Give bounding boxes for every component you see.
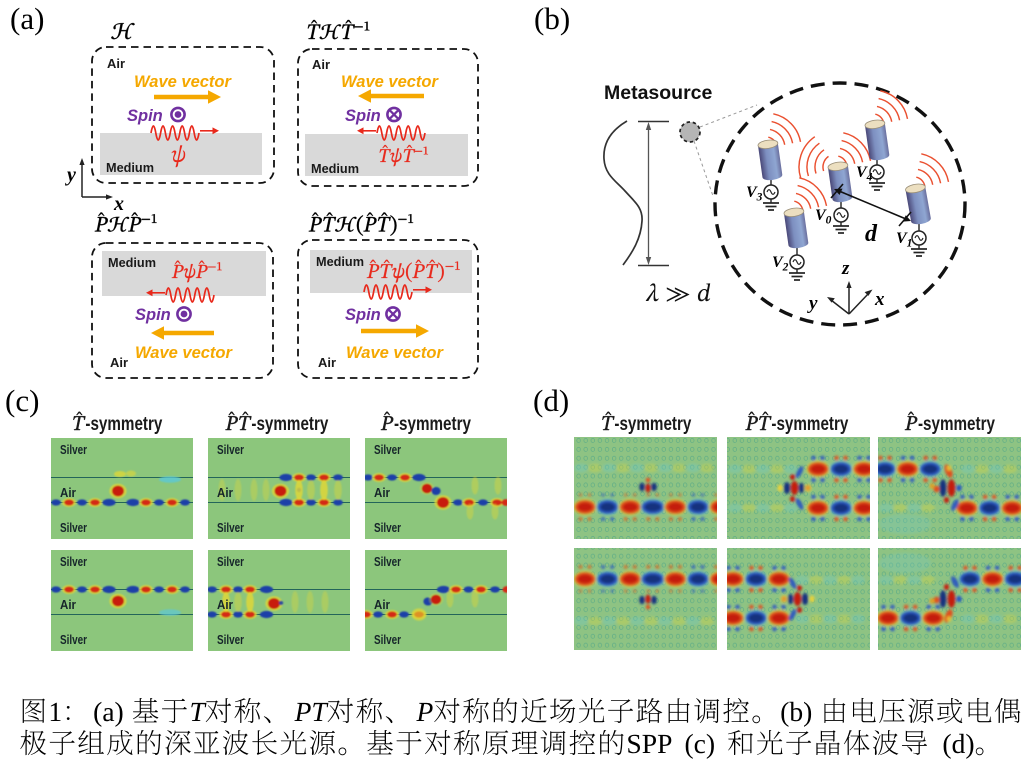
svg-text:y: y <box>65 164 76 186</box>
svg-text:Air: Air <box>217 597 233 612</box>
svg-text:Silver: Silver <box>374 632 401 647</box>
svg-text:-symmetry: -symmetry <box>251 414 328 435</box>
svg-text:Silver: Silver <box>60 442 87 457</box>
svg-text:V4: V4 <box>856 164 873 184</box>
svg-text:Medium: Medium <box>108 255 156 270</box>
svg-text:Silver: Silver <box>217 520 244 535</box>
svg-text:V0: V0 <box>815 207 832 227</box>
svg-text:Air: Air <box>374 485 390 500</box>
svg-text:Silver: Silver <box>374 520 401 535</box>
svg-text:x: x <box>113 193 124 215</box>
svg-text:Wave vector: Wave vector <box>134 73 232 91</box>
svg-text:-symmetry: -symmetry <box>918 414 995 435</box>
svg-text:(b): (b) <box>534 1 570 36</box>
svg-text:Medium: Medium <box>316 254 364 269</box>
svg-text:Silver: Silver <box>217 554 244 569</box>
svg-text:V2: V2 <box>772 254 789 274</box>
svg-text:Silver: Silver <box>374 442 401 457</box>
svg-text:Air: Air <box>60 597 76 612</box>
svg-text:Silver: Silver <box>60 554 87 569</box>
svg-text:Silver: Silver <box>60 520 87 535</box>
svg-text:(a): (a) <box>10 1 44 36</box>
svg-text:(c): (c) <box>5 383 39 418</box>
svg-text:Silver: Silver <box>60 632 87 647</box>
svg-text:Wave vector: Wave vector <box>135 344 233 362</box>
svg-text:-symmetry: -symmetry <box>614 414 691 435</box>
svg-text:Silver: Silver <box>217 442 244 457</box>
svg-text:Spin: Spin <box>345 107 381 125</box>
svg-text:Air: Air <box>60 485 76 500</box>
svg-text:x: x <box>874 289 885 310</box>
svg-text:Spin: Spin <box>345 306 381 324</box>
svg-text:Spin: Spin <box>127 107 163 125</box>
svg-text:Medium: Medium <box>106 160 154 175</box>
svg-text:Air: Air <box>312 57 330 72</box>
svg-text:-symmetry: -symmetry <box>771 414 848 435</box>
svg-text:Silver: Silver <box>217 632 244 647</box>
svg-text:z: z <box>841 258 850 279</box>
svg-text:d: d <box>865 221 878 247</box>
svg-text:Spin: Spin <box>135 306 171 324</box>
svg-text:(d): (d) <box>533 383 569 418</box>
svg-text:-symmetry: -symmetry <box>85 414 162 435</box>
svg-text:V3: V3 <box>746 184 763 204</box>
svg-text:Air: Air <box>374 597 390 612</box>
svg-text:Air: Air <box>217 485 233 500</box>
svg-text:Air: Air <box>110 355 128 370</box>
svg-text:Wave vector: Wave vector <box>346 344 444 362</box>
svg-text:V1: V1 <box>896 230 912 250</box>
svg-text:y: y <box>807 293 818 314</box>
svg-text:Silver: Silver <box>374 554 401 569</box>
svg-text:-symmetry: -symmetry <box>394 414 471 435</box>
svg-text:Air: Air <box>107 56 125 71</box>
svg-text:Metasource: Metasource <box>604 82 713 104</box>
svg-text:Wave vector: Wave vector <box>341 73 439 91</box>
svg-text:Air: Air <box>318 355 336 370</box>
svg-text:Medium: Medium <box>311 161 359 176</box>
